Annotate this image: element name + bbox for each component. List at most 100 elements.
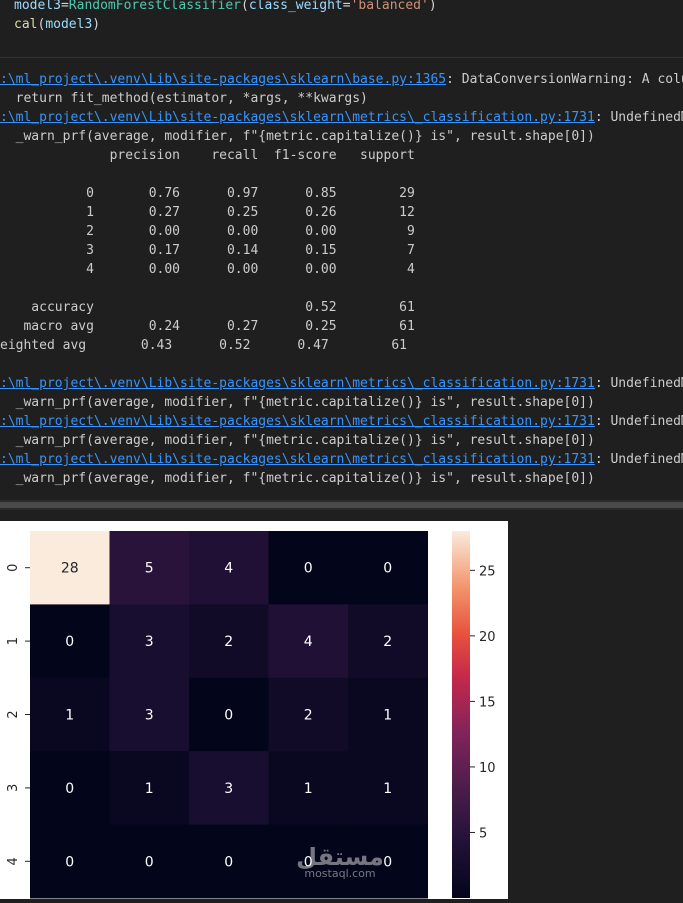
code-token: = bbox=[342, 0, 351, 13]
heatmap-cell bbox=[348, 531, 428, 605]
heatmap-cell-label: 0 bbox=[65, 634, 74, 650]
colorbar-tick-label: 25 bbox=[479, 564, 496, 579]
warning-code: _warn_prf(average, modifier, f"{metric.c… bbox=[0, 471, 595, 486]
code-token: RandomForestClassifier bbox=[68, 0, 241, 13]
heatmap-cell bbox=[109, 531, 190, 605]
heatmap-cell bbox=[30, 604, 110, 679]
warning-code: _warn_prf(average, modifier, f"{metric.c… bbox=[0, 395, 595, 410]
code-cell[interactable]: model3=RandomForestClassifier(class_weig… bbox=[0, 0, 683, 56]
heatmap-cell-label: 4 bbox=[224, 561, 233, 577]
code-token: cal bbox=[14, 17, 38, 32]
warning-line: :\ml_project\.venv\Lib\site-packages\skl… bbox=[0, 70, 683, 89]
y-axis-labels: 0 1 2 3 4 bbox=[6, 564, 30, 865]
warning-line: :\ml_project\.venv\Lib\site-packages\skl… bbox=[0, 412, 683, 431]
code-line-1[interactable]: model3=RandomForestClassifier(class_weig… bbox=[14, 0, 437, 15]
heatmap-cell bbox=[348, 824, 428, 899]
warning-file-link[interactable]: :\ml_project\.venv\Lib\site-packages\skl… bbox=[0, 376, 595, 391]
heatmap-cell-label: 0 bbox=[383, 561, 392, 577]
code-token: 'balanced' bbox=[350, 0, 429, 13]
heatmap-cell-label: 0 bbox=[65, 781, 74, 797]
colorbar bbox=[452, 531, 470, 898]
heatmap-cell-label: 28 bbox=[61, 561, 79, 577]
report-row: 2 0.00 0.00 0.00 9 bbox=[0, 224, 415, 239]
heatmap-cell bbox=[189, 604, 269, 679]
heatmap-cell-label: 0 bbox=[304, 561, 313, 577]
code-token: model3 bbox=[45, 17, 93, 32]
watermark-arabic: مستقل bbox=[296, 843, 384, 871]
y-tick-label: 0 bbox=[6, 564, 21, 572]
scrollbar-thumb[interactable] bbox=[0, 502, 683, 508]
y-tick-label: 2 bbox=[6, 710, 21, 718]
heatmap-cell-label: 2 bbox=[224, 634, 233, 650]
heatmap-cell bbox=[109, 677, 190, 752]
report-summary-row: eighted avg 0.43 0.52 0.47 61 bbox=[0, 338, 407, 353]
warning-file-link[interactable]: :\ml_project\.venv\Lib\site-packages\skl… bbox=[0, 452, 595, 467]
code-token: ) bbox=[428, 0, 437, 13]
heatmap-cell-label: 0 bbox=[383, 854, 392, 870]
report-summary-row: macro avg 0.24 0.27 0.25 61 bbox=[0, 319, 415, 334]
heatmap-cell bbox=[30, 677, 110, 752]
heatmap-cell bbox=[189, 751, 269, 826]
heatmap-cell-label: 1 bbox=[383, 781, 392, 797]
warning-message: : UndefinedMet bbox=[594, 376, 683, 391]
heatmap-cell bbox=[109, 604, 190, 679]
warning-code: _warn_prf(average, modifier, f"{metric.c… bbox=[0, 129, 595, 144]
warning-file-link[interactable]: :\ml_project\.venv\Lib\site-packages\skl… bbox=[0, 72, 447, 87]
watermark-logo: مستقل mostaql.com bbox=[296, 843, 384, 880]
heatmap-cell bbox=[348, 677, 428, 752]
y-tick-label: 4 bbox=[6, 857, 21, 865]
y-tick-label: 1 bbox=[6, 637, 21, 645]
warning-code: return fit_method(estimator, *args, **kw… bbox=[0, 91, 368, 106]
heatmap-cell bbox=[30, 751, 110, 826]
heatmap-cell-label: 1 bbox=[145, 781, 154, 797]
heatmap-cell bbox=[189, 531, 269, 605]
report-row: 4 0.00 0.00 0.00 4 bbox=[0, 262, 415, 277]
watermark-latin: mostaql.com bbox=[304, 867, 375, 880]
colorbar-ticks: 25 20 15 10 5 bbox=[470, 564, 496, 841]
heatmap-cell-label: 0 bbox=[224, 854, 233, 870]
warning-code: _warn_prf(average, modifier, f"{metric.c… bbox=[0, 433, 595, 448]
heatmap-cell bbox=[109, 751, 190, 826]
horizontal-scrollbar[interactable] bbox=[0, 500, 683, 510]
warning-file-link[interactable]: :\ml_project\.venv\Lib\site-packages\skl… bbox=[0, 110, 595, 125]
heatmap-cell-label: 4 bbox=[304, 634, 313, 650]
heatmap-cell bbox=[30, 531, 110, 605]
warning-message: : UndefinedMet bbox=[594, 452, 683, 467]
heatmap-cell-label: 1 bbox=[65, 708, 74, 724]
heatmap-cell-label: 3 bbox=[145, 634, 154, 650]
heatmap-cell bbox=[30, 824, 110, 899]
heatmap-cell-label: 1 bbox=[304, 781, 313, 797]
heatmap-cell bbox=[268, 531, 349, 605]
heatmap-cell-label: 0 bbox=[304, 854, 313, 870]
report-row: 3 0.17 0.14 0.15 7 bbox=[0, 243, 415, 258]
heatmap-cell-label: 1 bbox=[383, 708, 392, 724]
colorbar-tick-label: 5 bbox=[479, 826, 487, 841]
heatmap-cell-label: 3 bbox=[224, 781, 233, 797]
heatmap-cell-label: 0 bbox=[65, 854, 74, 870]
colorbar-tick-label: 10 bbox=[479, 761, 496, 776]
code-token: ( bbox=[37, 17, 46, 32]
heatmap-cell-label: 3 bbox=[145, 708, 154, 724]
heatmap-cells: 28 5 4 0 0 0 3 2 4 2 1 3 0 2 1 0 1 3 1 1 0 0 0 0 0 bbox=[30, 531, 428, 899]
code-token: = bbox=[60, 0, 69, 13]
warning-message: : DataConversionWarning: A colum bbox=[446, 72, 683, 87]
cell-divider bbox=[0, 57, 683, 58]
heatmap-cell bbox=[268, 751, 349, 826]
colorbar-tick-label: 20 bbox=[479, 630, 496, 645]
heatmap-cell bbox=[189, 824, 269, 899]
warning-file-link[interactable]: :\ml_project\.venv\Lib\site-packages\skl… bbox=[0, 414, 595, 429]
heatmap-cell bbox=[268, 824, 349, 899]
warning-line: :\ml_project\.venv\Lib\site-packages\skl… bbox=[0, 374, 683, 393]
heatmap-cell bbox=[348, 751, 428, 826]
report-summary-row: accuracy 0.52 61 bbox=[0, 300, 415, 315]
code-line-2[interactable]: cal(model3) bbox=[14, 15, 100, 34]
code-token: model3 bbox=[14, 0, 61, 13]
report-header: precision recall f1-score support bbox=[0, 148, 415, 163]
colorbar-tick-label: 15 bbox=[479, 695, 496, 710]
heatmap-cell-label: 2 bbox=[304, 708, 313, 724]
heatmap-cell-label: 0 bbox=[145, 854, 154, 870]
code-token: ) bbox=[92, 17, 101, 32]
heatmap-cell-label: 5 bbox=[145, 561, 154, 577]
heatmap-cell bbox=[268, 677, 349, 752]
